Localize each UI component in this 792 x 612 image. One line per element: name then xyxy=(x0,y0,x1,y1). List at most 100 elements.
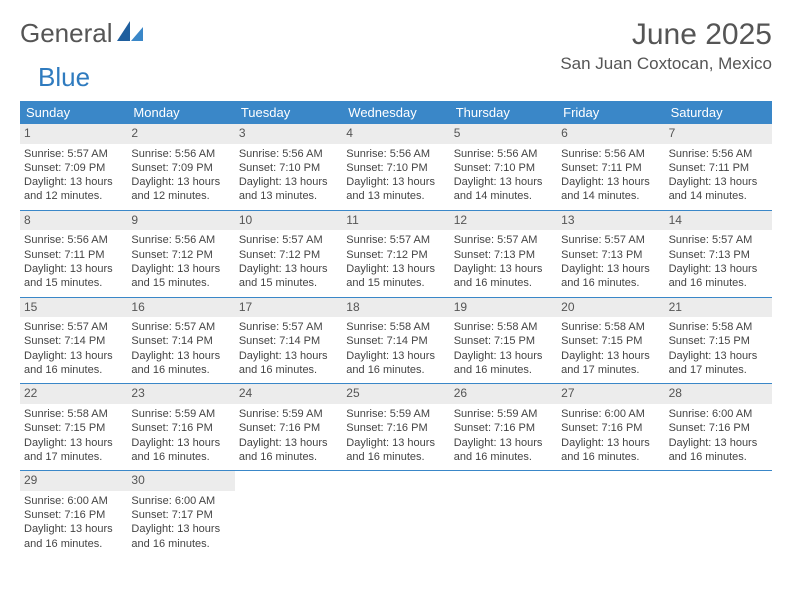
day-daylight: Daylight: 13 hours and 12 minutes. xyxy=(24,175,123,204)
day-number: 18 xyxy=(342,298,449,318)
day-cell xyxy=(665,471,772,557)
day-cell: 9 Sunrise: 5:56 AMSunset: 7:12 PMDaylight… xyxy=(127,211,234,297)
day-sunset: Sunset: 7:16 PM xyxy=(454,421,553,435)
day-number: 10 xyxy=(235,211,342,231)
day-daylight: Daylight: 13 hours and 16 minutes. xyxy=(454,349,553,378)
day-number: 22 xyxy=(20,384,127,404)
day-cell: 27Sunrise: 6:00 AMSunset: 7:16 PMDayligh… xyxy=(557,384,664,470)
day-sunrise: Sunrise: 5:56 AM xyxy=(131,233,230,247)
day-sunset: Sunset: 7:16 PM xyxy=(669,421,768,435)
day-sunrise: Sunrise: 6:00 AM xyxy=(24,494,123,508)
dow-cell: Tuesday xyxy=(235,101,342,124)
day-daylight: Daylight: 13 hours and 17 minutes. xyxy=(561,349,660,378)
day-daylight: Daylight: 13 hours and 16 minutes. xyxy=(346,349,445,378)
day-number: 6 xyxy=(557,124,664,144)
day-cell: 13Sunrise: 5:57 AMSunset: 7:13 PMDayligh… xyxy=(557,211,664,297)
day-sunset: Sunset: 7:10 PM xyxy=(239,161,338,175)
day-sunset: Sunset: 7:11 PM xyxy=(561,161,660,175)
day-sunrise: Sunrise: 5:57 AM xyxy=(669,233,768,247)
day-sunrise: Sunrise: 5:58 AM xyxy=(346,320,445,334)
title-block: June 2025 San Juan Coxtocan, Mexico xyxy=(560,18,772,74)
day-sunset: Sunset: 7:16 PM xyxy=(346,421,445,435)
day-cell: 22Sunrise: 5:58 AMSunset: 7:15 PMDayligh… xyxy=(20,384,127,470)
day-number: 14 xyxy=(665,211,772,231)
day-cell xyxy=(450,471,557,557)
day-daylight: Daylight: 13 hours and 16 minutes. xyxy=(131,522,230,551)
day-number: 11 xyxy=(342,211,449,231)
day-number: 9 xyxy=(127,211,234,231)
day-cell xyxy=(342,471,449,557)
day-sunset: Sunset: 7:12 PM xyxy=(239,248,338,262)
day-sunrise: Sunrise: 5:57 AM xyxy=(24,320,123,334)
day-cell: 19Sunrise: 5:58 AMSunset: 7:15 PMDayligh… xyxy=(450,298,557,384)
day-daylight: Daylight: 13 hours and 15 minutes. xyxy=(131,262,230,291)
day-cell: 16Sunrise: 5:57 AMSunset: 7:14 PMDayligh… xyxy=(127,298,234,384)
day-sunset: Sunset: 7:14 PM xyxy=(346,334,445,348)
day-number: 4 xyxy=(342,124,449,144)
week-row: 1Sunrise: 5:57 AMSunset: 7:09 PMDaylight… xyxy=(20,124,772,211)
logo: General xyxy=(20,18,143,49)
dow-cell: Thursday xyxy=(450,101,557,124)
day-daylight: Daylight: 13 hours and 13 minutes. xyxy=(239,175,338,204)
day-sunset: Sunset: 7:12 PM xyxy=(131,248,230,262)
day-sunrise: Sunrise: 5:56 AM xyxy=(669,147,768,161)
day-cell xyxy=(557,471,664,557)
day-daylight: Daylight: 13 hours and 16 minutes. xyxy=(131,436,230,465)
day-sunset: Sunset: 7:15 PM xyxy=(24,421,123,435)
day-number: 25 xyxy=(342,384,449,404)
day-daylight: Daylight: 13 hours and 16 minutes. xyxy=(239,436,338,465)
day-number: 12 xyxy=(450,211,557,231)
day-sunset: Sunset: 7:13 PM xyxy=(561,248,660,262)
day-number: 23 xyxy=(127,384,234,404)
day-sunset: Sunset: 7:16 PM xyxy=(561,421,660,435)
location: San Juan Coxtocan, Mexico xyxy=(560,54,772,74)
day-cell: 7Sunrise: 5:56 AMSunset: 7:11 PMDaylight… xyxy=(665,124,772,210)
day-sunrise: Sunrise: 5:56 AM xyxy=(131,147,230,161)
day-sunset: Sunset: 7:16 PM xyxy=(131,421,230,435)
week-row: 22Sunrise: 5:58 AMSunset: 7:15 PMDayligh… xyxy=(20,384,772,471)
day-daylight: Daylight: 13 hours and 16 minutes. xyxy=(239,349,338,378)
day-sunrise: Sunrise: 5:56 AM xyxy=(239,147,338,161)
day-number: 13 xyxy=(557,211,664,231)
day-cell: 26Sunrise: 5:59 AMSunset: 7:16 PMDayligh… xyxy=(450,384,557,470)
day-number: 3 xyxy=(235,124,342,144)
dow-cell: Sunday xyxy=(20,101,127,124)
day-sunset: Sunset: 7:13 PM xyxy=(669,248,768,262)
day-cell: 17Sunrise: 5:57 AMSunset: 7:14 PMDayligh… xyxy=(235,298,342,384)
day-sunset: Sunset: 7:11 PM xyxy=(24,248,123,262)
day-sunrise: Sunrise: 5:58 AM xyxy=(454,320,553,334)
day-number: 20 xyxy=(557,298,664,318)
calendar: SundayMondayTuesdayWednesdayThursdayFrid… xyxy=(20,101,772,557)
day-sunrise: Sunrise: 5:58 AM xyxy=(669,320,768,334)
month-title: June 2025 xyxy=(560,18,772,52)
day-number: 16 xyxy=(127,298,234,318)
day-daylight: Daylight: 13 hours and 17 minutes. xyxy=(669,349,768,378)
day-sunrise: Sunrise: 5:57 AM xyxy=(239,233,338,247)
week-row: 8Sunrise: 5:56 AMSunset: 7:11 PMDaylight… xyxy=(20,211,772,298)
day-of-week-header: SundayMondayTuesdayWednesdayThursdayFrid… xyxy=(20,101,772,124)
day-daylight: Daylight: 13 hours and 16 minutes. xyxy=(24,349,123,378)
day-cell: 28Sunrise: 6:00 AMSunset: 7:16 PMDayligh… xyxy=(665,384,772,470)
day-sunrise: Sunrise: 5:57 AM xyxy=(346,233,445,247)
day-sunrise: Sunrise: 5:59 AM xyxy=(239,407,338,421)
day-sunset: Sunset: 7:15 PM xyxy=(669,334,768,348)
day-cell: 8Sunrise: 5:56 AMSunset: 7:11 PMDaylight… xyxy=(20,211,127,297)
day-number: 28 xyxy=(665,384,772,404)
day-daylight: Daylight: 13 hours and 13 minutes. xyxy=(346,175,445,204)
day-sunset: Sunset: 7:14 PM xyxy=(131,334,230,348)
day-daylight: Daylight: 13 hours and 16 minutes. xyxy=(669,262,768,291)
day-sunrise: Sunrise: 5:56 AM xyxy=(454,147,553,161)
day-cell: 5Sunrise: 5:56 AMSunset: 7:10 PMDaylight… xyxy=(450,124,557,210)
day-cell xyxy=(235,471,342,557)
day-number: 17 xyxy=(235,298,342,318)
day-daylight: Daylight: 13 hours and 16 minutes. xyxy=(346,436,445,465)
day-cell: 21 Sunrise: 5:58 AMSunset: 7:15 PMDayligh… xyxy=(665,298,772,384)
day-daylight: Daylight: 13 hours and 16 minutes. xyxy=(669,436,768,465)
day-number: 24 xyxy=(235,384,342,404)
day-cell: 4Sunrise: 5:56 AMSunset: 7:10 PMDaylight… xyxy=(342,124,449,210)
day-sunset: Sunset: 7:09 PM xyxy=(24,161,123,175)
day-daylight: Daylight: 13 hours and 16 minutes. xyxy=(561,262,660,291)
day-number: 7 xyxy=(665,124,772,144)
day-number: 21 xyxy=(665,298,772,318)
dow-cell: Wednesday xyxy=(342,101,449,124)
